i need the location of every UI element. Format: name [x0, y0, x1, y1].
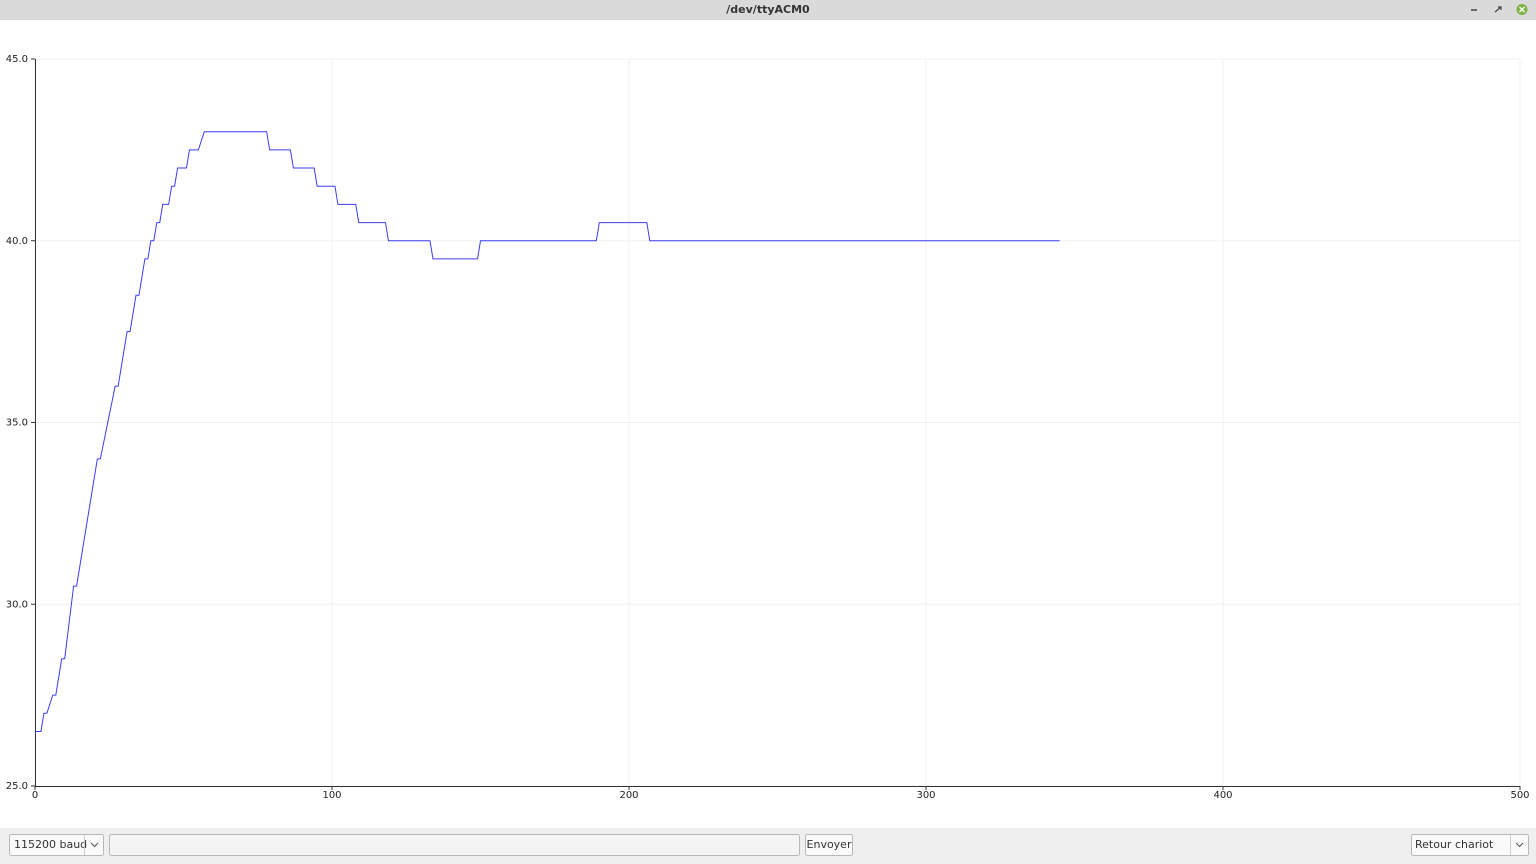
- x-tick-label: 0: [32, 790, 38, 801]
- maximize-button[interactable]: [1494, 6, 1502, 13]
- dropdown-arrow: [90, 842, 99, 848]
- x-tick-label: 400: [1213, 790, 1232, 801]
- y-tick-label: 25.0: [6, 781, 28, 792]
- x-tick-label: 100: [322, 790, 341, 801]
- send-button[interactable]: [805, 834, 853, 856]
- title-bar: [0, 0, 1536, 20]
- data-line: [35, 131, 1060, 732]
- baud-label: 115200 baud: [14, 838, 87, 851]
- close-icon: [1519, 6, 1525, 13]
- y-tick-label: 30.0: [6, 599, 28, 610]
- y-tick-label: 35.0: [6, 418, 28, 429]
- plot: 0 100 200 300 400 500 25.0 30.0 35.0 40.0 45.0: [6, 54, 1530, 801]
- line-ending-select[interactable]: [1411, 834, 1529, 856]
- x-tick-label: 500: [1510, 790, 1529, 801]
- line-ending-label: Retour chariot: [1415, 838, 1494, 851]
- baud-select[interactable]: [9, 834, 104, 856]
- y-tick-label: 45.0: [6, 54, 28, 65]
- window-title: /dev/ttyACM0: [726, 3, 810, 16]
- x-tick-label: 300: [916, 790, 935, 801]
- x-tick-label: 200: [619, 790, 638, 801]
- message-input[interactable]: [109, 834, 800, 856]
- send-label: Envoyer: [807, 838, 852, 851]
- y-tick-label: 40.0: [6, 236, 28, 247]
- dropdown-arrow: [1515, 842, 1524, 848]
